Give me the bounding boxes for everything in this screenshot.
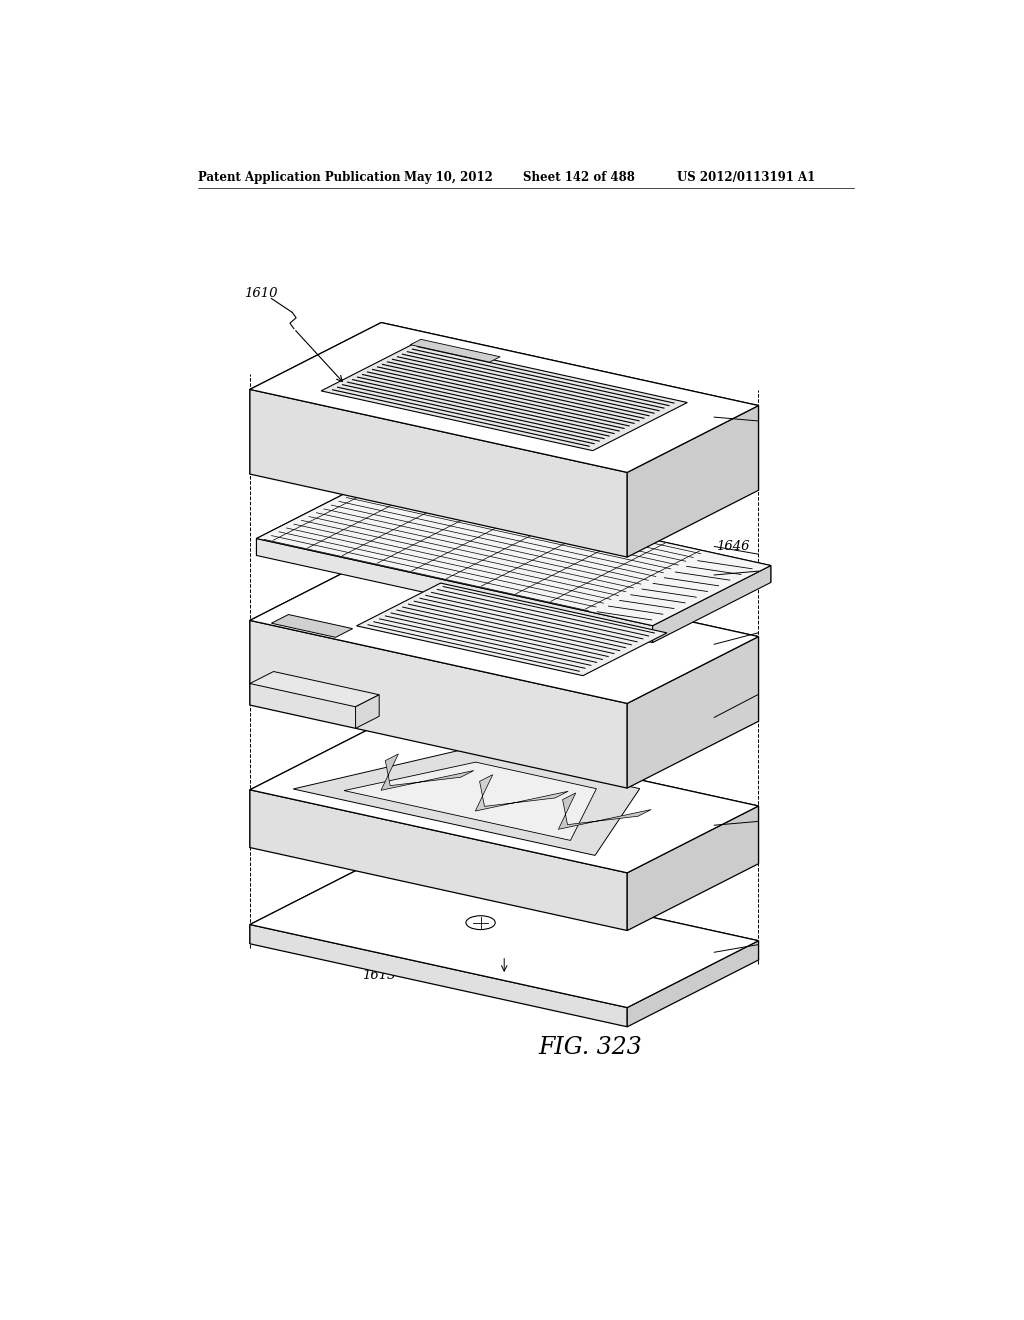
Text: 1623: 1623: [382, 693, 416, 706]
Polygon shape: [381, 858, 759, 960]
Polygon shape: [375, 478, 771, 582]
Polygon shape: [652, 565, 771, 643]
Text: 1622: 1622: [272, 624, 306, 638]
Polygon shape: [322, 343, 687, 450]
Polygon shape: [411, 339, 500, 362]
Polygon shape: [356, 583, 667, 676]
Polygon shape: [250, 672, 379, 706]
Polygon shape: [250, 789, 628, 931]
Polygon shape: [271, 615, 352, 638]
Polygon shape: [628, 636, 759, 788]
Text: Sheet 142 of 488: Sheet 142 of 488: [523, 172, 635, 185]
Polygon shape: [250, 553, 759, 704]
Polygon shape: [250, 322, 759, 473]
Polygon shape: [381, 322, 759, 490]
Polygon shape: [381, 754, 474, 791]
Text: 1618: 1618: [330, 768, 362, 781]
Text: FIG. 323: FIG. 323: [539, 1036, 642, 1059]
Text: 1613: 1613: [362, 969, 395, 982]
Polygon shape: [628, 405, 759, 557]
Polygon shape: [256, 478, 771, 626]
Polygon shape: [381, 553, 759, 721]
Polygon shape: [250, 924, 628, 1027]
Polygon shape: [250, 858, 759, 1007]
Polygon shape: [250, 723, 381, 847]
Text: May 10, 2012: May 10, 2012: [403, 172, 493, 185]
Polygon shape: [250, 858, 381, 944]
Polygon shape: [355, 694, 379, 729]
Text: US 2012/0113191 A1: US 2012/0113191 A1: [677, 172, 815, 185]
Polygon shape: [256, 478, 375, 556]
Polygon shape: [250, 389, 628, 557]
Polygon shape: [250, 620, 628, 788]
Polygon shape: [475, 775, 568, 810]
Polygon shape: [250, 322, 381, 474]
Polygon shape: [628, 807, 759, 931]
Polygon shape: [250, 553, 381, 705]
Text: Patent Application Publication: Patent Application Publication: [199, 172, 400, 185]
Ellipse shape: [466, 916, 496, 929]
Text: 1643: 1643: [716, 638, 750, 651]
Polygon shape: [293, 750, 640, 855]
Polygon shape: [344, 762, 596, 841]
Text: 1645: 1645: [716, 569, 750, 582]
Polygon shape: [381, 723, 759, 863]
Text: 1640: 1640: [716, 945, 750, 958]
Polygon shape: [250, 723, 759, 873]
Text: 1646: 1646: [716, 540, 750, 553]
Text: 1610: 1610: [245, 286, 279, 300]
Text: 1642: 1642: [716, 711, 750, 723]
Polygon shape: [558, 793, 651, 829]
Text: 1641: 1641: [716, 818, 750, 832]
Polygon shape: [256, 539, 652, 643]
Polygon shape: [628, 941, 759, 1027]
Text: 1647: 1647: [716, 411, 750, 424]
